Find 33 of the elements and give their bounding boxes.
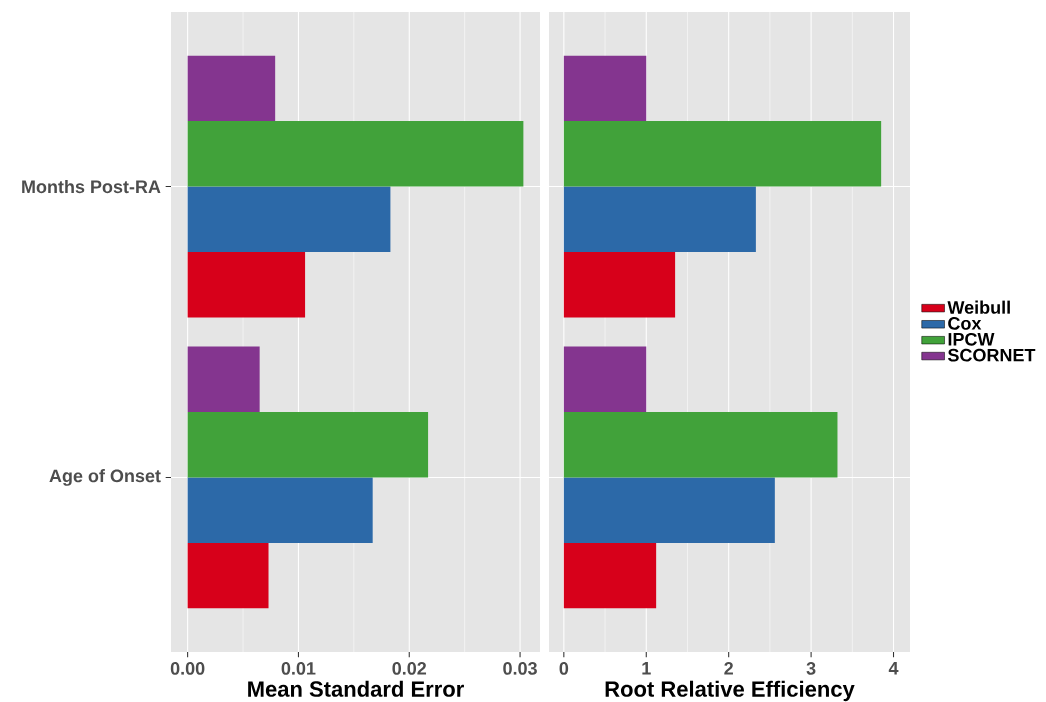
bar [187, 477, 373, 543]
bar [563, 346, 647, 412]
y-tick-label: Age of Onset [49, 469, 161, 486]
bar [563, 412, 838, 478]
bar [187, 186, 391, 252]
bar [187, 346, 260, 412]
x-tick-label: 2 [724, 662, 733, 675]
x-tick-label: 1 [642, 662, 651, 675]
x-tick-label: 0 [559, 662, 569, 675]
x-axis-title: Mean Standard Error [248, 680, 464, 697]
bar [187, 251, 306, 318]
bar [187, 121, 524, 187]
legend-label: IPCW [948, 332, 995, 346]
bar [187, 55, 276, 122]
x-tick-label: 4 [888, 662, 899, 675]
bar [563, 121, 882, 187]
x-axis-title: Root Relative Efficiency [605, 680, 855, 702]
bar [563, 542, 657, 609]
x-tick-label: 0.00 [170, 662, 205, 675]
legend-label: Cox [948, 317, 982, 330]
bar [187, 412, 429, 478]
x-tick-label: 0.03 [503, 662, 537, 675]
legend-label: SCORNET [947, 348, 1036, 362]
x-tick-label: 0.01 [281, 662, 316, 675]
y-tick-label: Months Post-RA [22, 179, 161, 194]
bar [563, 252, 676, 318]
bar [563, 477, 775, 543]
legend-label: Weibull [947, 300, 1010, 314]
x-tick-label: 3 [806, 662, 816, 675]
bar [563, 186, 756, 252]
bar [187, 542, 269, 609]
x-tick-label: 0.02 [392, 662, 427, 675]
bar [563, 55, 647, 122]
